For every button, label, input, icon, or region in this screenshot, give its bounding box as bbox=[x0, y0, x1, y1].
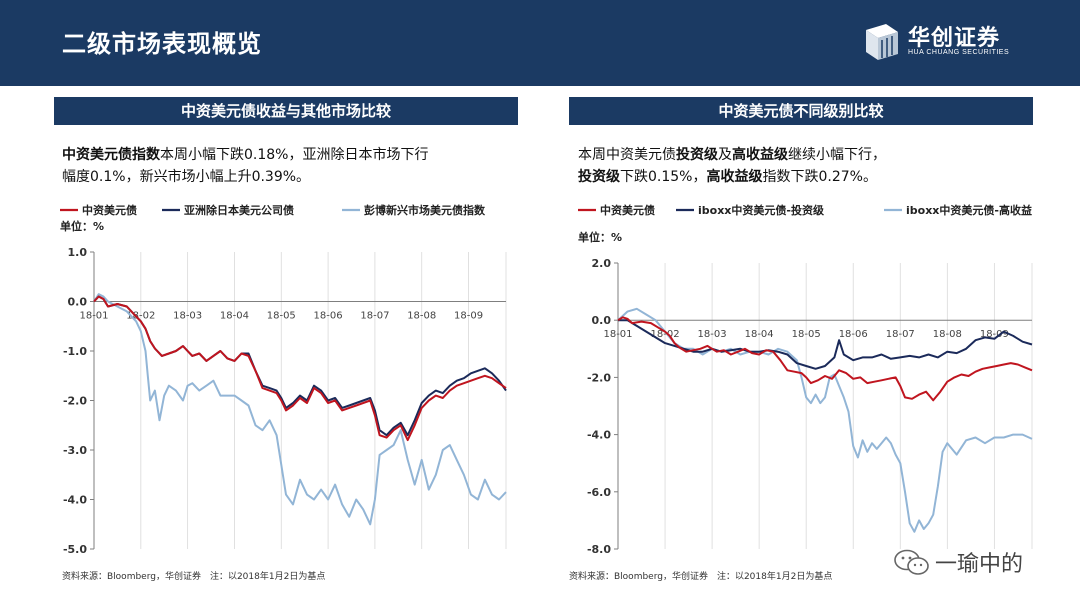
right-l1e: 继续小幅下行， bbox=[788, 147, 886, 163]
y-tick-label: -6.0 bbox=[587, 486, 611, 499]
right-l2a: 投资级 bbox=[578, 169, 620, 185]
right-l2c: 高收益级 bbox=[706, 169, 763, 185]
y-tick-label: -3.0 bbox=[63, 444, 87, 457]
x-tick-label: 18-01 bbox=[79, 311, 108, 322]
left-panel-description: 中资美元债指数本周小幅下跌0.18%，亚洲除日本市场下行 幅度0.1%，新兴市场… bbox=[62, 144, 518, 188]
logo-subtitle: HUA CHUANG SECURITIES bbox=[908, 49, 1010, 56]
y-tick-label: -2.0 bbox=[587, 371, 611, 384]
x-tick-label: 18-06 bbox=[839, 329, 868, 340]
header-bar: 二级市场表现概览 华创证券 HUA CHUANG SECURITIES bbox=[0, 0, 1080, 86]
wechat-icon bbox=[894, 549, 929, 575]
x-tick-label: 18-09 bbox=[454, 311, 483, 322]
right-l1a: 本周中资美元债 bbox=[578, 147, 676, 163]
right-panel-description: 本周中资美元债投资级及高收益级继续小幅下行， 投资级下跌0.15%，高收益级指数… bbox=[578, 144, 1034, 188]
x-tick-label: 18-03 bbox=[173, 311, 202, 322]
y-tick-label: -4.0 bbox=[587, 429, 611, 442]
x-tick-label: 18-07 bbox=[360, 311, 389, 322]
logo-name: 华创证券 bbox=[908, 26, 1001, 51]
x-tick-label: 18-09 bbox=[980, 329, 1009, 340]
series-line bbox=[93, 293, 507, 526]
legend-label: 彭博新兴市场美元债指数 bbox=[364, 203, 486, 217]
series-line bbox=[93, 295, 507, 442]
left-text-bold: 中资美元债指数 bbox=[62, 147, 160, 163]
series-line bbox=[617, 307, 1033, 533]
y-tick-label: -1.0 bbox=[63, 345, 87, 358]
x-tick-label: 18-08 bbox=[407, 311, 436, 322]
watermark: 一瑜中的 bbox=[893, 542, 1053, 582]
legend-label: 中资美元债 bbox=[600, 203, 655, 217]
page-title: 二级市场表现概览 bbox=[62, 30, 262, 58]
left-panel-title: 中资美元债收益与其他市场比较 bbox=[54, 97, 518, 125]
series-line bbox=[617, 316, 1033, 402]
right-l2b: 下跌0.15%， bbox=[620, 169, 707, 185]
right-l1b: 投资级 bbox=[676, 147, 718, 163]
x-tick-label: 18-06 bbox=[314, 311, 343, 322]
left-text-line2: 幅度0.1%，新兴市场小幅上升0.39%。 bbox=[62, 169, 311, 185]
x-tick-label: 18-07 bbox=[886, 329, 915, 340]
right-l1d: 高收益级 bbox=[732, 147, 788, 163]
y-tick-label: -5.0 bbox=[63, 543, 87, 556]
left-source-note: 资料来源：Bloomberg，华创证券 注：以2018年1月2日为基点 bbox=[62, 572, 326, 582]
right-panel-title: 中资美元债不同级别比较 bbox=[569, 97, 1033, 125]
right-source-note: 资料来源：Bloomberg，华创证券 注：以2018年1月2日为基点 bbox=[569, 572, 833, 582]
right-l1c: 及 bbox=[718, 147, 732, 163]
series-line bbox=[618, 319, 1033, 370]
y-tick-label: 0.0 bbox=[592, 314, 612, 327]
watermark-text: 一瑜中的 bbox=[935, 552, 1024, 577]
y-tick-label: -4.0 bbox=[63, 494, 87, 507]
unit-label: 单位：% bbox=[60, 219, 104, 233]
legend-label: 亚洲除日本美元公司债 bbox=[184, 203, 294, 217]
y-tick-label: -2.0 bbox=[63, 395, 87, 408]
y-tick-label: 1.0 bbox=[68, 246, 88, 259]
x-tick-label: 18-05 bbox=[792, 329, 821, 340]
x-tick-label: 18-02 bbox=[126, 311, 155, 322]
y-tick-label: 2.0 bbox=[592, 257, 612, 270]
x-tick-label: 18-02 bbox=[651, 329, 680, 340]
left-text-rest: 本周小幅下跌0.18%，亚洲除日本市场下行 bbox=[160, 147, 429, 163]
x-tick-label: 18-08 bbox=[933, 329, 962, 340]
x-tick-label: 18-03 bbox=[698, 329, 727, 340]
series-line bbox=[93, 295, 507, 437]
x-tick-label: 18-05 bbox=[267, 311, 296, 322]
x-tick-label: 18-01 bbox=[603, 329, 632, 340]
legend-label: iboxx中资美元债-高收益 bbox=[906, 203, 1032, 217]
unit-label: 单位：% bbox=[578, 230, 622, 244]
x-tick-label: 18-04 bbox=[220, 311, 249, 322]
y-tick-label: -8.0 bbox=[587, 543, 611, 556]
legend-label: 中资美元债 bbox=[82, 203, 137, 217]
right-l2d: 指数下跌0.27%。 bbox=[762, 169, 877, 185]
x-tick-label: 18-04 bbox=[745, 329, 774, 340]
logo: 华创证券 HUA CHUANG SECURITIES bbox=[862, 20, 1062, 64]
y-tick-label: 0.0 bbox=[68, 296, 88, 309]
logo-cube-icon bbox=[866, 24, 898, 60]
legend-label: iboxx中资美元债-投资级 bbox=[698, 203, 825, 217]
